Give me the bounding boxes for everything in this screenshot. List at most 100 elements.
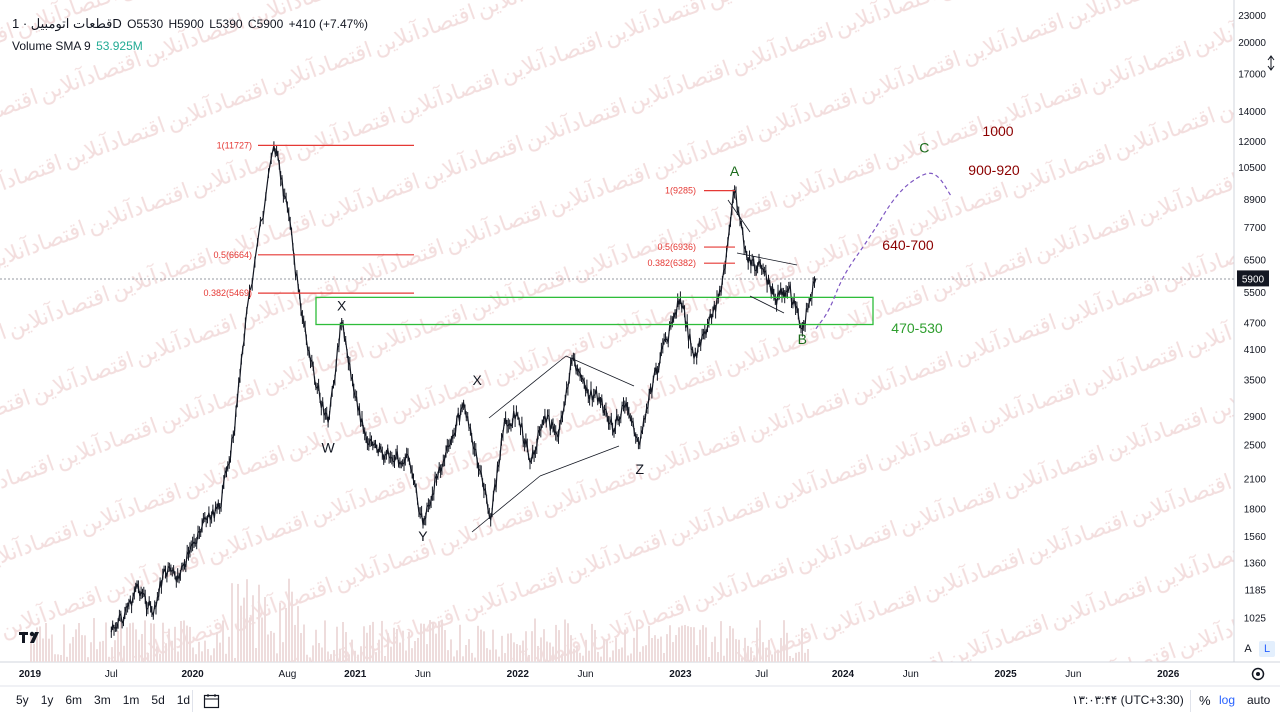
- volume-bar: [186, 625, 188, 662]
- volume-bar: [330, 654, 332, 662]
- trendline[interactable]: [488, 355, 567, 419]
- volume-label[interactable]: Volume SMA 9: [12, 39, 91, 53]
- volume-bar: [102, 640, 104, 662]
- volume-bar: [546, 641, 548, 662]
- scale-drag-icon[interactable]: [1265, 55, 1277, 71]
- timeframe-3m[interactable]: 3m: [94, 693, 111, 707]
- volume-bar: [687, 626, 689, 662]
- volume-bar: [549, 642, 551, 662]
- price-tick-10: 4700: [1244, 318, 1267, 329]
- volume-bar: [270, 631, 272, 662]
- volume-bar: [672, 642, 674, 662]
- volume-bar: [228, 636, 230, 662]
- volume-bar: [222, 620, 224, 662]
- target-label-3: 470-530: [891, 320, 943, 336]
- volume-bar: [492, 629, 494, 662]
- annotations: 1(11727) 0.5(6664) 0.382(5469) 1(9285) 0.5(6…: [203, 123, 1019, 544]
- trendline[interactable]: [736, 252, 798, 266]
- timeframe-5d[interactable]: 5d: [151, 693, 165, 707]
- volume-bar: [771, 654, 773, 662]
- clock-readout[interactable]: ۱۳:۰۳:۴۴ (UTC+3:30): [1072, 693, 1184, 707]
- percent-scale-toggle[interactable]: %: [1199, 693, 1211, 708]
- toolbar-divider: [192, 690, 193, 712]
- price-axis[interactable]: 23000 20000 17000 14000 12000 10500 8900 7700 65…: [1237, 11, 1269, 624]
- volume-bar: [768, 639, 770, 662]
- volume-bar: [357, 654, 359, 662]
- symbol-title[interactable]: قطعات اتومبیل · 1D: [12, 16, 122, 31]
- volume-bar: [474, 657, 476, 662]
- time-tick-11: Jun: [903, 669, 919, 680]
- time-axis[interactable]: 2019 Jul 2020 Aug 2021 Jun 2022 Jun 2023 Jul 2024 J…: [19, 669, 1180, 680]
- projection-path[interactable]: [815, 172, 952, 330]
- volume-bar: [306, 654, 308, 662]
- volume-bar: [54, 654, 56, 662]
- timeframe-1d[interactable]: 1d: [176, 693, 191, 707]
- timeframe-5y[interactable]: 5y: [16, 693, 29, 707]
- volume-bar: [723, 655, 725, 662]
- support-zone[interactable]: [315, 296, 874, 326]
- volume-bar: [669, 625, 671, 662]
- volume-bar: [444, 630, 446, 662]
- trendline[interactable]: [471, 475, 541, 533]
- settings-gear-icon[interactable]: [1250, 666, 1266, 682]
- wave-label-W: W: [321, 440, 335, 456]
- time-tick-9: Jul: [755, 669, 768, 680]
- volume-bar: [552, 646, 554, 662]
- tradingview-logo-icon[interactable]: [16, 628, 44, 646]
- volume-bar: [303, 624, 305, 662]
- time-tick-5: Jun: [415, 669, 431, 680]
- volume-bar: [342, 622, 344, 662]
- volume-bar: [204, 640, 206, 662]
- volume-bar: [378, 639, 380, 662]
- volume-bar: [402, 630, 404, 662]
- volume-bar: [648, 625, 650, 662]
- log-scale-toggle[interactable]: log: [1219, 693, 1236, 707]
- volume-legend-row: Volume SMA 9 53.925M: [12, 39, 145, 53]
- volume-bar: [288, 578, 290, 662]
- timeframe-6m[interactable]: 6m: [65, 693, 83, 707]
- axis-log-toggle[interactable]: L: [1259, 641, 1275, 657]
- volume-bar: [282, 642, 284, 662]
- volume-bar: [162, 622, 164, 662]
- volume-bar: [366, 632, 368, 662]
- volume-bar: [177, 651, 179, 662]
- volume-bar: [780, 637, 782, 662]
- trendline[interactable]: [565, 355, 635, 387]
- auto-scale-toggle[interactable]: auto: [1247, 693, 1271, 707]
- calendar-goto-icon[interactable]: [203, 693, 221, 709]
- trendline[interactable]: [539, 445, 620, 477]
- volume-bar: [501, 635, 503, 662]
- volume-bar: [471, 652, 473, 662]
- volume-bar: [93, 618, 95, 662]
- volume-bar: [483, 631, 485, 662]
- volume-bar: [252, 595, 254, 662]
- trendline[interactable]: [727, 199, 751, 233]
- volume-bar: [477, 625, 479, 662]
- axis-auto-toggle[interactable]: A: [1244, 643, 1252, 655]
- volume-bar: [486, 648, 488, 662]
- volume-bar: [318, 643, 320, 662]
- volume-bar: [609, 657, 611, 662]
- volume-bar: [534, 618, 536, 662]
- volume-bar: [390, 646, 392, 662]
- volume-bar: [60, 655, 62, 662]
- volume-bar: [537, 645, 539, 662]
- fib-label-2020: 1(11727): [217, 140, 252, 150]
- volume-bar: [234, 657, 236, 662]
- volume-bar: [333, 650, 335, 662]
- volume-bar: [717, 652, 719, 662]
- volume-bar: [414, 641, 416, 662]
- timeframe-1y[interactable]: 1y: [40, 693, 54, 707]
- volume-bar: [519, 645, 521, 662]
- volume-bar: [420, 623, 422, 662]
- timeframe-1m[interactable]: 1m: [122, 693, 140, 707]
- volume-bar: [594, 629, 596, 662]
- volume-bar: [87, 657, 89, 662]
- volume-bar: [555, 624, 557, 662]
- volume-bar: [603, 639, 605, 662]
- trendline[interactable]: [749, 295, 785, 314]
- volume-bar: [540, 637, 542, 662]
- time-tick-12: 2025: [994, 669, 1017, 680]
- time-tick-1: Jul: [105, 669, 118, 680]
